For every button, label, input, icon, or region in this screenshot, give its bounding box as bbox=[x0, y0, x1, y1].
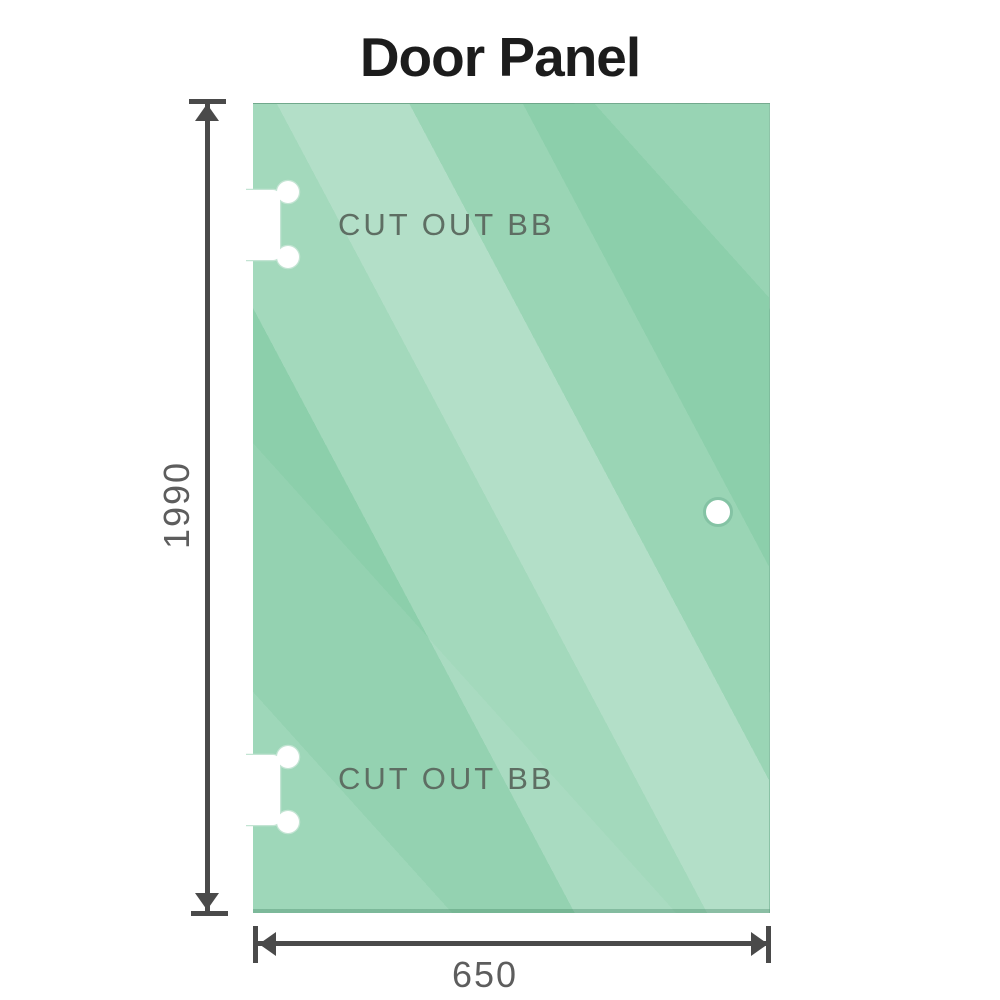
hinge-cutout-bottom-icon bbox=[246, 744, 301, 835]
hinge-cutout-top-icon bbox=[246, 179, 301, 270]
glass-panel bbox=[253, 103, 770, 913]
width-dimension-line bbox=[257, 941, 768, 946]
width-value: 650 bbox=[451, 954, 519, 995]
height-dimension-line bbox=[205, 102, 210, 911]
dimension-tick-top bbox=[189, 99, 226, 104]
handle-hole-icon bbox=[703, 497, 733, 527]
arrow-left-icon bbox=[259, 932, 276, 956]
dimension-tick-bottom bbox=[191, 911, 228, 916]
page-title: Door Panel bbox=[359, 26, 641, 88]
dimension-tick-right bbox=[766, 926, 771, 963]
cutout-bottom-label: CUT OUT BB bbox=[338, 761, 555, 796]
arrow-right-icon bbox=[751, 932, 768, 956]
arrow-up-icon bbox=[195, 104, 219, 121]
height-value: 1990 bbox=[156, 460, 197, 550]
cutout-top-label: CUT OUT BB bbox=[338, 207, 555, 242]
dimension-tick-left bbox=[253, 926, 258, 963]
arrow-down-icon bbox=[195, 893, 219, 910]
